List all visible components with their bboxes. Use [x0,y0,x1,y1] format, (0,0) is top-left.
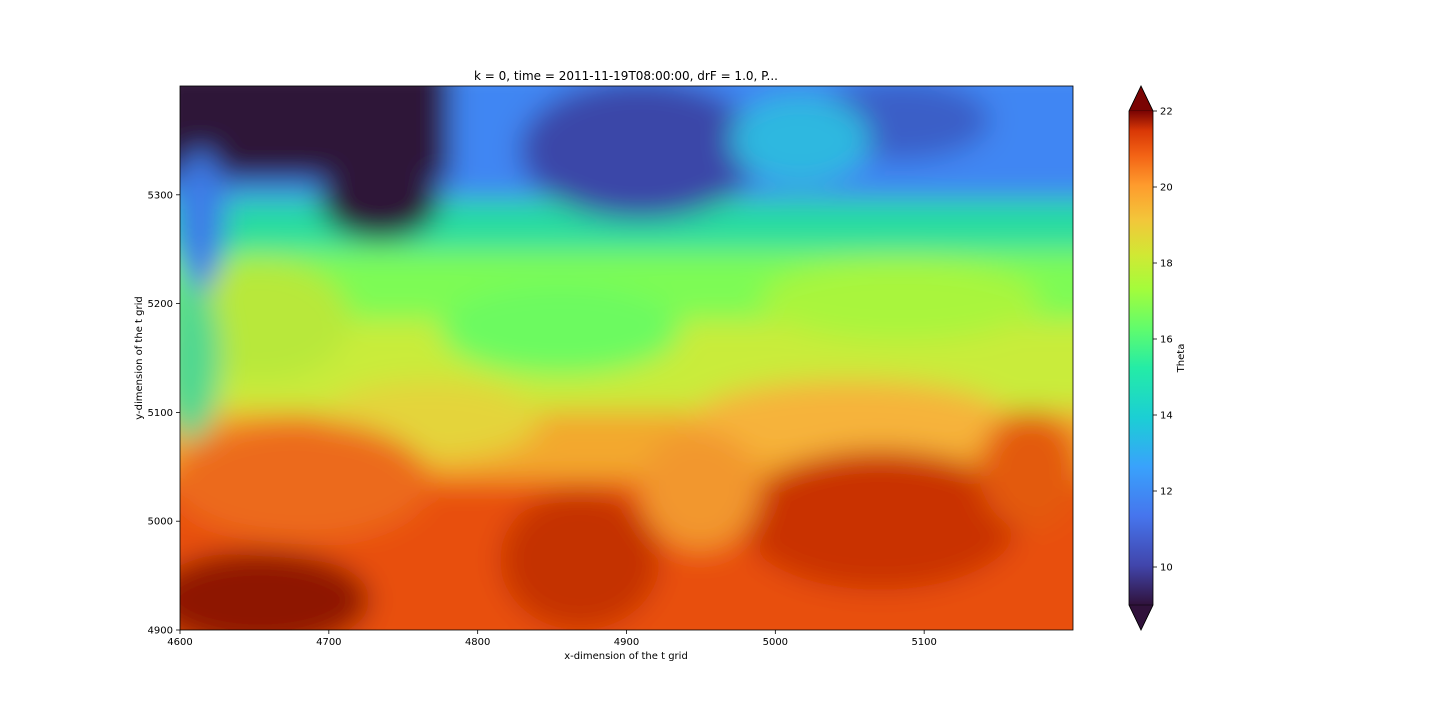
x-tick-label: 4800 [465,637,490,648]
colorbar-tick-label: 14 [1160,411,1173,422]
x-tick-label: 4900 [614,637,639,648]
colorbar-label: Theta [1176,344,1187,374]
colorbar-tick-label: 16 [1160,335,1173,346]
colorbar-tick-label: 12 [1160,487,1173,498]
x-axis: 4600 4700 4800 4900 5000 5100 [167,630,937,648]
y-axis-label: y-dimension of the t grid [134,296,145,419]
colorbar: 10 12 14 16 18 20 22 Theta [1128,85,1187,631]
colorbar-tick-label: 10 [1160,563,1173,574]
colorbar-tick-label: 22 [1160,107,1173,118]
y-tick-label: 5200 [148,299,173,310]
y-tick-label: 5300 [148,190,173,201]
colorbar-tick-label: 20 [1160,183,1173,194]
x-tick-label: 4600 [167,637,192,648]
colorbar-extend-max [1128,85,1154,112]
y-tick-label: 4900 [148,626,173,637]
x-tick-label: 4700 [316,637,341,648]
colorbar-outline [1128,85,1154,631]
chart-title: k = 0, time = 2011-11-19T08:00:00, drF =… [474,69,778,83]
x-tick-label: 5100 [911,637,936,648]
colorbar-ticks: 10 12 14 16 18 20 22 [1153,107,1173,574]
heatmap-field [180,86,1073,630]
y-axis: 4900 5000 5100 5200 5300 [148,190,180,637]
y-tick-label: 5100 [148,408,173,419]
colorbar-extend-min [1128,604,1154,631]
colorbar-tick-label: 18 [1160,259,1173,270]
x-tick-label: 5000 [763,637,788,648]
y-tick-label: 5000 [148,517,173,528]
colorbar-gradient [1129,111,1153,605]
x-axis-label: x-dimension of the t grid [564,651,688,662]
